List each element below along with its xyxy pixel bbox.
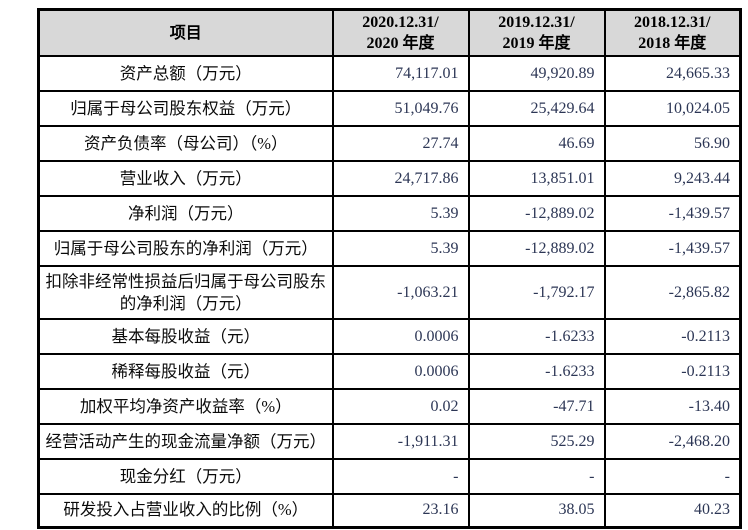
value-2018: 56.90 bbox=[603, 125, 742, 162]
value-2020: 74,117.01 bbox=[331, 55, 470, 92]
row-label: 稀释每股收益（元） bbox=[37, 353, 334, 390]
value-2018: 9,243.44 bbox=[603, 160, 742, 197]
row-label: 加权平均净资产收益率（%） bbox=[37, 388, 334, 425]
value-2019: 13,851.01 bbox=[467, 160, 606, 197]
row-label: 归属于母公司股东的净利润（万元） bbox=[37, 230, 334, 267]
header-2020-year: 2020 年度 bbox=[366, 35, 435, 52]
value-2019: 49,920.89 bbox=[467, 55, 606, 92]
header-item-column: 项目 bbox=[37, 8, 334, 57]
value-2018: 10,024.05 bbox=[603, 90, 742, 127]
row-label: 资产负债率（母公司）（%） bbox=[37, 125, 334, 162]
value-2018: -13.40 bbox=[603, 388, 742, 425]
table-row-weighted-roe: 加权平均净资产收益率（%） 0.02 -47.71 -13.40 bbox=[37, 388, 742, 425]
value-2019: 38.05 bbox=[467, 493, 606, 528]
value-2020: 0.0006 bbox=[331, 318, 470, 355]
table-row-total-assets: 资产总额（万元） 74,117.01 49,920.89 24,665.33 bbox=[37, 55, 742, 92]
header-2018-year: 2018 年度 bbox=[638, 35, 707, 52]
row-label: 资产总额（万元） bbox=[37, 55, 334, 92]
table-header-row: 项目 2020.12.31/ 2020 年度 2019.12.31/ 2019 … bbox=[37, 8, 742, 57]
header-2019-year: 2019 年度 bbox=[502, 35, 571, 52]
table-row-net-profit: 净利润（万元） 5.39 -12,889.02 -1,439.57 bbox=[37, 195, 742, 232]
value-2019: -12,889.02 bbox=[467, 230, 606, 267]
value-2020: 5.39 bbox=[331, 195, 470, 232]
value-2019: 25,429.64 bbox=[467, 90, 606, 127]
value-2018: -0.2113 bbox=[603, 318, 742, 355]
table-row-cash-dividend: 现金分红（万元） - - - bbox=[37, 458, 742, 495]
row-label: 基本每股收益（元） bbox=[37, 318, 334, 355]
value-2020: -1,063.21 bbox=[331, 265, 470, 320]
row-label: 归属于母公司股东权益（万元） bbox=[37, 90, 334, 127]
value-2020: 5.39 bbox=[331, 230, 470, 267]
value-2019: -1.6233 bbox=[467, 318, 606, 355]
value-2018: - bbox=[603, 458, 742, 495]
value-2019: - bbox=[467, 458, 606, 495]
value-2019: 525.29 bbox=[467, 423, 606, 460]
row-label: 净利润（万元） bbox=[37, 195, 334, 232]
value-2018: -1,439.57 bbox=[603, 195, 742, 232]
value-2020: 0.0006 bbox=[331, 353, 470, 390]
value-2020: 51,049.76 bbox=[331, 90, 470, 127]
value-2019: -12,889.02 bbox=[467, 195, 606, 232]
value-2018: -2,865.82 bbox=[603, 265, 742, 320]
value-2018: 40.23 bbox=[603, 493, 742, 528]
value-2020: 24,717.86 bbox=[331, 160, 470, 197]
row-label: 现金分红（万元） bbox=[37, 458, 334, 495]
table-row-revenue: 营业收入（万元） 24,717.86 13,851.01 9,243.44 bbox=[37, 160, 742, 197]
header-2018-column: 2018.12.31/ 2018 年度 bbox=[603, 8, 742, 57]
value-2020: 23.16 bbox=[331, 493, 470, 528]
value-2018: -1,439.57 bbox=[603, 230, 742, 267]
value-2018: -0.2113 bbox=[603, 353, 742, 390]
table-row-debt-ratio: 资产负债率（母公司）（%） 27.74 46.69 56.90 bbox=[37, 125, 742, 162]
header-2018-date: 2018.12.31/ bbox=[634, 14, 711, 31]
value-2018: 24,665.33 bbox=[603, 55, 742, 92]
value-2019: -47.71 bbox=[467, 388, 606, 425]
table-row-deducted-net-profit: 扣除非经常性损益后归属于母公司股东的净利润（万元） -1,063.21 -1,7… bbox=[37, 265, 742, 320]
table-row-parent-equity: 归属于母公司股东权益（万元） 51,049.76 25,429.64 10,02… bbox=[37, 90, 742, 127]
table-row-basic-eps: 基本每股收益（元） 0.0006 -1.6233 -0.2113 bbox=[37, 318, 742, 355]
value-2020: 0.02 bbox=[331, 388, 470, 425]
header-2020-date: 2020.12.31/ bbox=[362, 14, 439, 31]
row-label: 经营活动产生的现金流量净额（万元） bbox=[37, 423, 334, 460]
table-row-parent-net-profit: 归属于母公司股东的净利润（万元） 5.39 -12,889.02 -1,439.… bbox=[37, 230, 742, 267]
header-2020-column: 2020.12.31/ 2020 年度 bbox=[331, 8, 470, 57]
row-label: 扣除非经常性损益后归属于母公司股东的净利润（万元） bbox=[37, 265, 334, 320]
row-label: 研发投入占营业收入的比例（%） bbox=[37, 493, 334, 528]
table-row-diluted-eps: 稀释每股收益（元） 0.0006 -1.6233 -0.2113 bbox=[37, 353, 742, 390]
financial-summary-table: 项目 2020.12.31/ 2020 年度 2019.12.31/ 2019 … bbox=[37, 8, 742, 529]
value-2019: 46.69 bbox=[467, 125, 606, 162]
table-row-rd-ratio: 研发投入占营业收入的比例（%） 23.16 38.05 40.23 bbox=[37, 493, 742, 528]
header-2019-date: 2019.12.31/ bbox=[498, 14, 575, 31]
value-2019: -1.6233 bbox=[467, 353, 606, 390]
header-2019-column: 2019.12.31/ 2019 年度 bbox=[467, 8, 606, 57]
value-2020: - bbox=[331, 458, 470, 495]
value-2019: -1,792.17 bbox=[467, 265, 606, 320]
value-2018: -2,468.20 bbox=[603, 423, 742, 460]
value-2020: 27.74 bbox=[331, 125, 470, 162]
table-row-operating-cash-flow: 经营活动产生的现金流量净额（万元） -1,911.31 525.29 -2,46… bbox=[37, 423, 742, 460]
row-label: 营业收入（万元） bbox=[37, 160, 334, 197]
value-2020: -1,911.31 bbox=[331, 423, 470, 460]
